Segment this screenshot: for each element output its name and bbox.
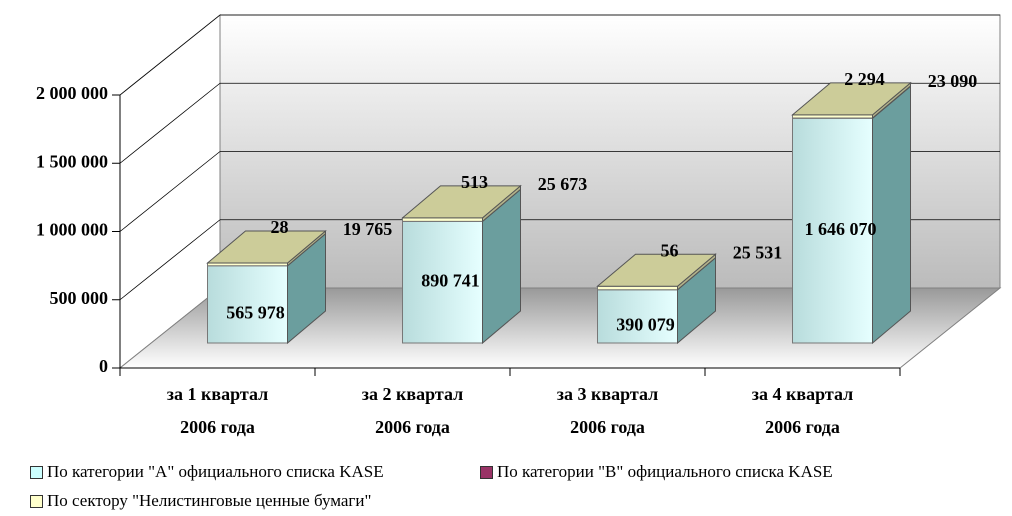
y-tick-label: 500 000: [50, 288, 109, 308]
legend-item: По сектору "Нелистинговые ценные бумаги": [30, 491, 371, 511]
bar-segment: [402, 220, 483, 344]
value-label: 565 978: [226, 302, 285, 322]
legend-label: По категории "А" официального списка KAS…: [47, 462, 384, 481]
legend-item: По категории "В" официального списка KAS…: [480, 462, 833, 482]
legend-label: По сектору "Нелистинговые ценные бумаги": [47, 491, 372, 510]
y-tick-label: 1 000 000: [36, 220, 108, 240]
grid-line: [119, 14, 221, 96]
y-tick-label: 2 000 000: [36, 83, 108, 103]
grid-line: [119, 82, 221, 164]
bar-top: [791, 82, 912, 116]
x-tick-label: за 2 квартал 2006 года: [361, 384, 464, 437]
x-tick-label: за 4 квартал 2006 года: [751, 384, 854, 437]
x-tick-label: за 1 квартал 2006 года: [166, 384, 269, 437]
y-tick-label: 0: [99, 356, 108, 376]
legend-swatch: [30, 494, 43, 508]
bar-segment: [597, 289, 678, 344]
value-label: 890 741: [421, 270, 480, 290]
bar-segment: [597, 285, 678, 291]
value-label: 2 294: [844, 69, 885, 89]
legend-swatch: [480, 465, 493, 479]
bar-top: [596, 253, 717, 287]
legend-swatch: [30, 465, 43, 479]
bar-segment: [402, 217, 483, 222]
bar-side: [872, 85, 911, 345]
value-label: 19 765: [343, 219, 393, 239]
x-tick-label: за 3 квартал 2006 года: [556, 384, 659, 437]
legend-label: По категории "В" официального списка KAS…: [497, 462, 833, 481]
grid-line: [119, 219, 221, 301]
value-label: 23 090: [928, 71, 978, 91]
value-label: 28: [271, 217, 289, 237]
value-label: 25 531: [733, 242, 783, 262]
bar-top: [206, 230, 327, 264]
value-label: 25 673: [538, 174, 588, 194]
bar-segment: [792, 117, 873, 344]
y-tick-label: 1 500 000: [36, 151, 108, 171]
bar-top: [401, 185, 522, 219]
value-label: 390 079: [616, 315, 675, 335]
value-label: 1 646 070: [805, 219, 877, 239]
value-label: 56: [661, 240, 679, 260]
legend-item: По категории "А" официального списка KAS…: [30, 462, 384, 482]
value-label: 513: [461, 172, 488, 192]
grid-line: [119, 151, 221, 232]
